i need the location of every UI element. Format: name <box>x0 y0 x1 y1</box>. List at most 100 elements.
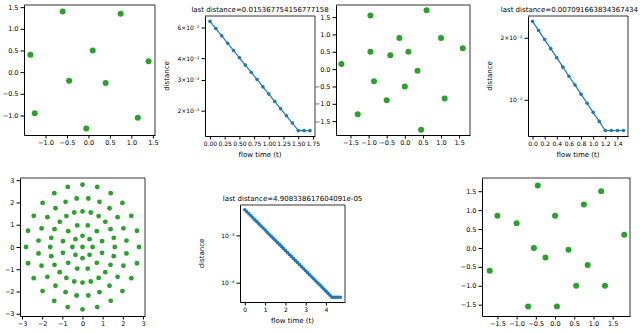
panel: −1.0−0.50.00.51.01.5−1.0−0.50.00.51.01.5 <box>3 4 159 147</box>
x-tick: 0.0 <box>550 316 560 328</box>
point <box>573 283 579 289</box>
x-tick-label: 4 <box>325 306 329 313</box>
point <box>73 237 78 242</box>
line-marker <box>255 78 259 82</box>
y-tick-label: 1.0 <box>466 207 476 215</box>
x-tick-label: 1 <box>264 306 268 313</box>
x-tick: 0.5 <box>418 135 428 147</box>
y-tick-label: 0.5 <box>320 48 330 56</box>
x-tick: −0.5 <box>528 316 544 328</box>
point <box>103 219 108 224</box>
x-tick-label: 1.00 <box>263 140 277 147</box>
x-tick-mark <box>67 135 68 139</box>
x-tick-mark <box>42 316 43 320</box>
y-tick: −0.5 <box>3 90 24 98</box>
point <box>49 254 54 259</box>
point <box>129 276 134 281</box>
point <box>129 213 134 218</box>
top-spine <box>240 205 345 206</box>
x-tick-mark <box>83 316 84 320</box>
x-tick-label: 1.50 <box>292 140 306 147</box>
y-tick: 1.0 <box>320 31 336 39</box>
x-tick-label: 0.2 <box>540 140 550 147</box>
y-tick-label: −0.5 <box>3 90 19 98</box>
point <box>65 305 70 310</box>
y-tick-mark <box>237 235 241 236</box>
point <box>115 215 120 220</box>
line-marker <box>279 107 283 111</box>
point <box>85 266 90 271</box>
y-tick-label: 0.0 <box>8 69 18 77</box>
point <box>108 191 113 196</box>
point <box>552 213 558 219</box>
y-tick: −1.5 <box>461 301 482 309</box>
x-tick-label: 0.75 <box>248 140 262 147</box>
point <box>405 49 411 55</box>
point <box>100 250 105 255</box>
point <box>27 52 33 58</box>
x-tick-label: 1.5 <box>608 320 618 328</box>
point <box>531 245 537 251</box>
plot-area <box>27 9 151 132</box>
y-tick-mark <box>479 210 483 211</box>
line <box>533 21 624 130</box>
point <box>371 78 377 84</box>
point <box>75 223 80 228</box>
y-tick-label: −0.5 <box>461 263 477 271</box>
point <box>52 191 57 196</box>
x-tick-label: −1 <box>58 320 68 328</box>
line-marker <box>308 129 312 133</box>
y-axis-line <box>528 17 529 137</box>
x-tick: 1 <box>264 302 268 313</box>
point <box>26 228 31 233</box>
x-tick: 2 <box>121 316 125 328</box>
y-axis: 10⁻²2×10⁻² <box>500 17 528 137</box>
point <box>97 199 102 204</box>
x-axis: −3−2−10123 <box>18 316 146 328</box>
x-tick: 0.0 <box>84 135 94 147</box>
line-marker <box>267 92 271 96</box>
x-tick: −0.5 <box>379 135 395 147</box>
x-tick: −1.5 <box>343 135 359 147</box>
y-tick-mark <box>333 17 337 18</box>
x-tick-label: 1.0 <box>589 320 599 328</box>
point <box>367 12 373 18</box>
x-tick-label: 2 <box>121 320 125 328</box>
x-tick: 0.0 <box>400 135 410 147</box>
x-axis-line <box>241 302 346 303</box>
point <box>112 245 117 250</box>
point <box>87 237 92 242</box>
y-tick-label: 10⁻³ <box>221 232 235 239</box>
point <box>80 233 85 238</box>
point <box>115 274 120 279</box>
point <box>97 290 102 295</box>
x-tick: 1.5 <box>148 135 158 147</box>
y-tick: 1.5 <box>8 4 24 12</box>
x-tick-mark <box>593 316 594 320</box>
x-tick: 1.2 <box>601 136 611 147</box>
point <box>581 201 587 207</box>
plot-area <box>531 20 626 133</box>
line-marker <box>208 20 212 24</box>
x-tick: 1 <box>101 316 105 328</box>
plot-area <box>24 182 142 311</box>
x-tick-label: 1.4 <box>613 140 623 147</box>
point <box>52 227 57 232</box>
x-tick-mark <box>497 316 498 320</box>
x-axis-title: flow time (t) <box>271 317 314 325</box>
x-axis: −1.5−1.0−0.50.00.51.01.5 <box>483 316 631 328</box>
line-marker <box>238 56 242 60</box>
line-marker <box>296 129 300 133</box>
x-tick: 1.00 <box>263 136 277 147</box>
x-axis: −1.0−0.50.00.51.01.5 <box>25 135 159 147</box>
x-axis-line <box>483 316 631 317</box>
x-tick: −3 <box>18 316 28 328</box>
x-tick-label: 1.5 <box>148 139 158 147</box>
point <box>137 245 142 250</box>
y-tick: 1.5 <box>466 188 482 196</box>
y-tick-label: −0.5 <box>315 83 331 91</box>
y-tick: 0 <box>10 244 20 252</box>
y-tick: 2×10⁻² <box>177 107 205 114</box>
right-spine <box>145 178 146 316</box>
y-tick-label: 1.5 <box>466 188 476 196</box>
